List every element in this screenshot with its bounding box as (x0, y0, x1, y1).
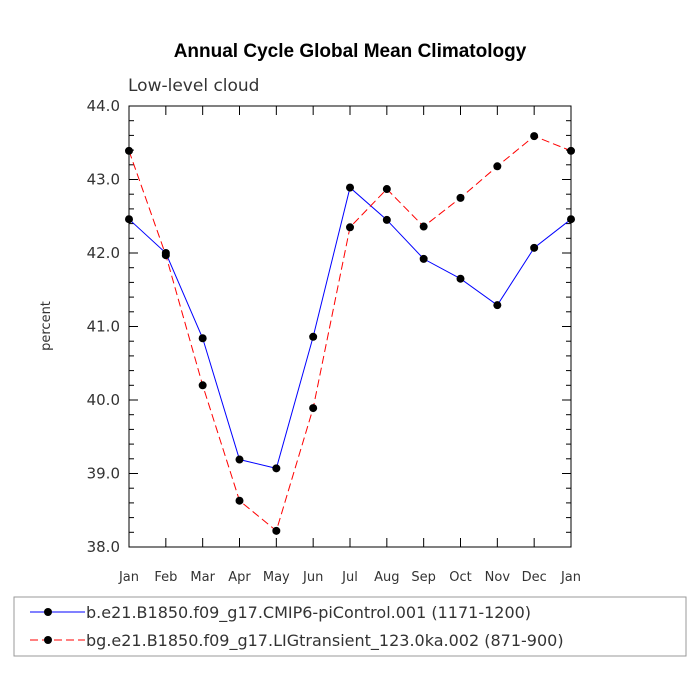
x-tick-label: May (263, 570, 290, 585)
series-1-point (567, 215, 575, 224)
x-tick-label: Dec (522, 570, 547, 585)
series-layer (125, 132, 575, 535)
x-tick-label: Jul (341, 570, 358, 585)
series-1-point (419, 254, 428, 263)
series-1-point (530, 243, 539, 252)
x-tick-label: Oct (449, 570, 471, 585)
legend: b.e21.B1850.f09_g17.CMIP6-piControl.001 … (30, 603, 564, 651)
series-2-point (567, 146, 575, 155)
series-1-point (309, 332, 318, 341)
series-2-point (493, 162, 502, 171)
chart-subtitle: Low-level cloud (128, 76, 259, 96)
legend-marker-1 (44, 608, 52, 616)
series-1-point (235, 455, 244, 464)
series-2-point (235, 496, 244, 505)
series-2-point (272, 526, 281, 535)
legend-label-1: b.e21.B1850.f09_g17.CMIP6-piControl.001 … (86, 603, 531, 623)
y-tick-label: 44.0 (87, 97, 120, 115)
plot-frame (128, 105, 572, 548)
x-tick-label: Jun (302, 570, 323, 585)
y-tick-label: 40.0 (87, 391, 120, 409)
y-tick-label: 43.0 (87, 171, 120, 189)
y-tick-label: 39.0 (87, 465, 120, 483)
legend-marker-2 (44, 636, 52, 644)
legend-label-2: bg.e21.B1850.f09_g17.LIGtransient_123.0k… (86, 631, 564, 651)
series-2-point (198, 381, 207, 390)
y-axis-label: percent (39, 301, 54, 351)
x-tick-label: Feb (154, 570, 177, 585)
series-1-point (125, 215, 133, 224)
series-2-point (161, 251, 170, 260)
series-2-point (382, 185, 391, 194)
x-axis-ticks: Jan Feb Mar Apr May Jun Jul Aug Sep Oct Nov Dec Jan (118, 106, 581, 585)
x-tick-label: Aug (374, 570, 399, 585)
x-tick-label: Sep (411, 570, 436, 585)
y-tick-label: 38.0 (87, 538, 120, 556)
series-2-point (309, 404, 318, 413)
series-line-2 (128, 135, 572, 532)
y-axis-ticks: 38.0 39.0 40.0 41.0 42.0 43.0 44.0 (87, 97, 571, 556)
y-tick-label: 42.0 (87, 244, 120, 262)
series-2-point (530, 132, 539, 141)
series-1-point (198, 334, 207, 343)
x-tick-label: Jan (560, 570, 581, 585)
x-tick-label: Jan (118, 570, 139, 585)
series-2-point (419, 222, 428, 231)
x-tick-label: Nov (485, 570, 511, 585)
series-1-point (346, 183, 354, 192)
series-2-point (125, 146, 133, 155)
x-tick-label: Apr (228, 570, 251, 585)
series-1-point (493, 301, 502, 310)
legend-box (13, 596, 687, 657)
series-2-point (346, 223, 354, 232)
y-tick-label: 41.0 (87, 318, 120, 336)
x-tick-label: Mar (190, 570, 215, 585)
series-2-point (456, 193, 465, 202)
series-1-point (382, 215, 391, 224)
series-1-point (272, 464, 281, 473)
series-1-point (456, 274, 465, 283)
chart-title: Annual Cycle Global Mean Climatology (174, 41, 527, 62)
